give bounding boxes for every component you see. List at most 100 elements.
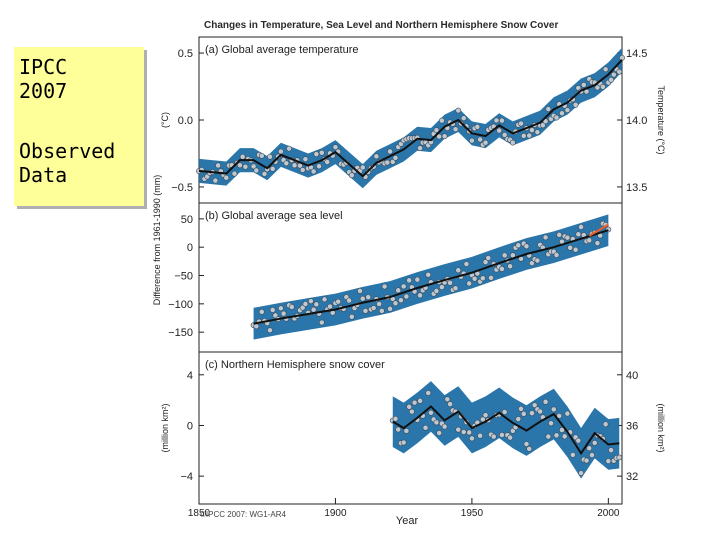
data-point <box>400 283 407 290</box>
data-point <box>417 397 423 404</box>
data-point <box>348 172 355 179</box>
data-point <box>321 296 328 303</box>
data-point <box>531 402 538 409</box>
data-point <box>499 432 505 438</box>
panel-frame <box>198 351 623 505</box>
y-tick-label: −0.5 <box>171 182 193 194</box>
data-point <box>359 295 366 302</box>
data-point <box>283 160 290 167</box>
data-point <box>376 301 383 307</box>
data-point <box>400 439 407 446</box>
data-point <box>387 305 393 312</box>
data-point <box>384 159 391 166</box>
data-point <box>482 139 489 146</box>
data-point <box>599 84 606 90</box>
data-point <box>250 163 257 170</box>
data-point <box>359 164 366 171</box>
data-point <box>327 303 333 310</box>
data-point <box>370 305 377 311</box>
data-point <box>403 428 410 434</box>
data-point <box>318 319 325 326</box>
data-point <box>433 288 440 294</box>
data-point <box>550 406 557 413</box>
data-point <box>499 117 505 124</box>
data-point <box>299 167 306 173</box>
data-point <box>277 305 284 312</box>
data-point <box>406 403 413 410</box>
y-axis-label: (million km²) <box>160 404 170 453</box>
data-point <box>499 266 505 272</box>
x-tick-label: 1900 <box>324 508 347 519</box>
data-point <box>520 410 527 417</box>
data-point <box>436 430 443 436</box>
data-point <box>526 132 533 139</box>
x-tick-label: 1850 <box>188 508 211 519</box>
data-point <box>452 126 459 133</box>
data-point <box>438 117 445 124</box>
data-point <box>392 415 399 422</box>
data-point <box>575 437 582 444</box>
data-point <box>529 260 535 267</box>
data-point <box>425 390 432 396</box>
y-tick-label: 0 <box>187 420 193 432</box>
data-point <box>212 177 219 184</box>
uncertainty-band <box>199 47 622 189</box>
data-point <box>378 307 385 314</box>
label-line-year: 2007 <box>19 79 68 103</box>
data-point <box>428 409 434 416</box>
data-point <box>417 292 423 299</box>
right-tick-label: 14.0 <box>626 115 647 127</box>
data-point <box>616 454 623 461</box>
data-point <box>545 433 552 440</box>
data-point <box>447 279 453 286</box>
data-point <box>523 243 530 250</box>
data-point <box>537 408 544 415</box>
right-tick-label: 14.5 <box>626 48 647 60</box>
data-point <box>408 408 415 415</box>
data-point <box>395 426 402 433</box>
data-point <box>288 304 295 310</box>
data-point <box>564 410 571 417</box>
data-point <box>267 153 273 160</box>
data-point <box>602 421 609 428</box>
data-point <box>474 123 481 130</box>
data-point <box>575 231 582 238</box>
x-axis-label: Year <box>396 515 419 527</box>
label-line-data: Data <box>19 163 68 187</box>
data-point <box>444 396 451 403</box>
y-tick-label: 0.0 <box>178 115 193 127</box>
y-axis-label: (°C) <box>160 112 170 128</box>
series-line <box>392 405 620 456</box>
data-point <box>586 445 593 452</box>
data-point <box>509 139 516 146</box>
data-point <box>553 114 560 121</box>
data-point <box>523 441 530 447</box>
data-point <box>567 244 574 251</box>
y-axis-label-right: (million km²) <box>656 404 666 453</box>
y-tick-label: 50 <box>181 214 193 226</box>
data-point <box>608 76 614 83</box>
data-point <box>307 298 314 305</box>
data-point <box>463 261 470 267</box>
data-point <box>239 153 246 160</box>
data-point <box>490 433 497 440</box>
data-point <box>460 429 467 435</box>
data-point <box>231 170 238 177</box>
data-point <box>493 117 500 124</box>
data-point <box>438 284 445 291</box>
data-point <box>258 153 265 159</box>
data-point <box>422 424 429 431</box>
data-point <box>553 252 560 258</box>
data-point <box>488 274 494 281</box>
data-point <box>605 458 612 465</box>
x-tick-label: 2000 <box>597 508 620 519</box>
data-point <box>269 165 276 172</box>
data-point <box>258 308 265 315</box>
data-point <box>348 313 355 320</box>
data-point <box>616 68 623 75</box>
panel-frame <box>198 36 623 204</box>
data-point <box>417 145 423 152</box>
data-point <box>496 127 503 134</box>
data-point <box>395 287 402 294</box>
data-point <box>507 263 514 270</box>
